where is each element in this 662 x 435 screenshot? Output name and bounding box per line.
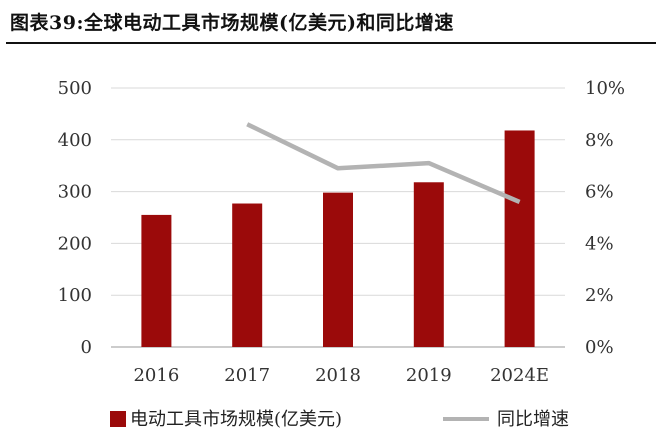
bars	[141, 130, 535, 347]
y-right-tick-label: 10%	[585, 78, 625, 99]
y-right-tick-label: 0%	[585, 337, 614, 358]
legend-label-bar: 电动工具市场规模(亿美元)	[130, 409, 342, 430]
x-tick-label: 2017	[224, 365, 270, 386]
x-tick-label: 2016	[133, 365, 179, 386]
legend-swatch-bar	[110, 411, 126, 427]
growth-line-path	[246, 122, 521, 205]
x-tick-label: 2019	[406, 365, 452, 386]
x-axis-ticks: 2016 2017 2018 2019 2024E	[133, 365, 549, 386]
growth-line	[246, 122, 521, 205]
title-rule	[6, 42, 656, 44]
y-axis-right-ticks: 0% 2% 4% 6% 8% 10%	[585, 78, 625, 358]
y-left-tick-label: 500	[58, 78, 92, 99]
bar-2018	[323, 192, 353, 347]
y-right-tick-label: 2%	[585, 285, 614, 306]
y-right-tick-label: 4%	[585, 233, 614, 254]
y-right-tick-label: 8%	[585, 130, 614, 151]
y-axis-left-ticks: 0 100 200 300 400 500	[58, 78, 92, 358]
y-left-tick-label: 200	[58, 233, 92, 254]
y-left-tick-label: 400	[58, 130, 92, 151]
bar-2019	[413, 182, 444, 347]
bar-2017	[232, 203, 263, 347]
x-tick-label: 2024E	[490, 365, 549, 386]
x-tick-label: 2018	[315, 365, 361, 386]
y-left-tick-label: 100	[58, 285, 92, 306]
chart-title: 图表39:全球电动工具市场规模(亿美元)和同比增速	[10, 12, 454, 34]
y-right-tick-label: 6%	[585, 182, 614, 203]
y-left-tick-label: 0	[81, 337, 92, 358]
legend: 电动工具市场规模(亿美元) 同比增速	[110, 409, 569, 430]
bar-2024E	[504, 130, 535, 347]
bar-2016	[141, 214, 172, 347]
y-left-tick-label: 300	[58, 182, 92, 203]
legend-label-line: 同比增速	[497, 409, 569, 430]
